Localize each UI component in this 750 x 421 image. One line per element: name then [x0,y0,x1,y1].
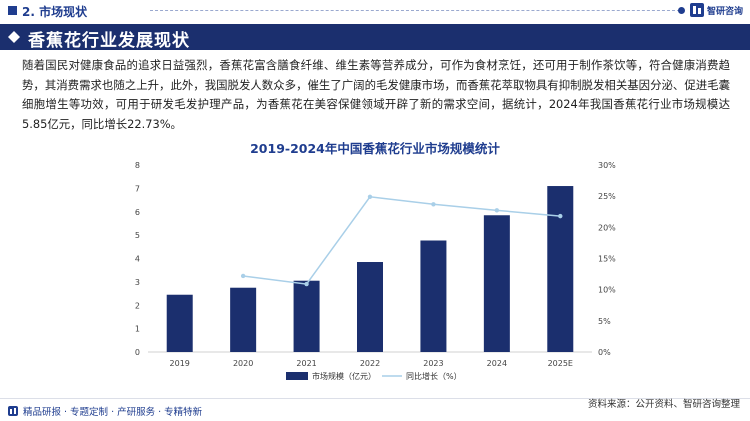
brand-name: 智研咨询 [707,6,744,17]
bar [357,262,383,352]
source-note: 资料来源：公开资料、智研咨询整理 [588,396,740,410]
y-right-tick-label: 25% [598,192,616,201]
chart-title: 2019-2024年中国香蕉花行业市场规模统计 [250,141,500,156]
section-marker-icon [8,6,17,15]
footer-divider [0,398,750,399]
x-tick-label: 2025E [548,359,573,368]
growth-point [367,194,373,199]
x-tick-label: 2020 [233,359,253,368]
y-left-tick-label: 7 [135,184,140,193]
growth-point [431,202,436,207]
body-paragraph: 随着国民对健康食品的追求日益强烈，香蕉花富含膳食纤维、维生素等营养成分，可作为食… [22,58,730,131]
bar [483,215,510,352]
y-right-tick-label: 5% [598,317,611,326]
y-left-tick-label: 2 [135,301,140,310]
market-size-chart: 0 1 2 3 4 5 6 7 8 0% 5% 10% 15% 20% 25% 30% 2019 2020 2021… [135,161,616,381]
legend-line-label: 同比增长（%） [406,371,462,381]
bar [230,287,257,352]
diamond-bullet-icon [8,31,20,43]
growth-point [558,213,563,219]
growth-point [304,281,309,287]
x-tick-label: 2023 [423,359,443,368]
y-left-tick-label: 3 [135,278,140,287]
divider-dot-icon [678,7,685,14]
section-label: 2. 市场现状 [22,5,88,19]
bar [166,294,193,352]
y-left-tick-label: 5 [135,231,140,240]
top-bar: 2. 市场现状 智研咨询 [0,0,750,22]
growth-line [243,195,561,285]
header-divider [150,10,680,11]
x-tick-label: 2021 [296,359,316,368]
y-left-tick-label: 6 [135,208,140,217]
y-left-tick-label: 0 [135,348,140,357]
title-banner: 香蕉花行业发展现状 [0,24,750,51]
source-text: 资料来源：公开资料、智研咨询整理 [587,399,740,410]
x-tick-label: 2022 [360,359,380,368]
bar [293,280,320,352]
brand-logo[interactable]: 智研咨询 [690,3,743,17]
bar [547,186,574,352]
y-right-tick-label: 0% [598,348,611,357]
bar [420,240,447,352]
y-left-tick-label: 1 [135,325,140,334]
x-tick-label: 2019 [170,359,190,368]
growth-point [494,208,500,213]
y-left-tick-label: 8 [135,161,140,170]
footer-services-text: 精品研报 · 专题定制 · 产研服务 · 专精特新 [23,407,203,418]
brand-logo-icon [690,3,704,17]
footer-logo-icon [8,406,18,416]
y-left-tick-label: 4 [135,255,140,264]
page-title: 香蕉花行业发展现状 [28,31,190,51]
y-right-tick-label: 20% [598,223,616,232]
footer-services: 精品研报 · 专题定制 · 产研服务 · 专精特新 [8,404,202,418]
y-right-tick-label: 30% [598,161,616,170]
growth-point [240,273,246,279]
x-tick-label: 2024 [487,359,507,368]
y-right-tick-label: 10% [598,286,616,295]
y-right-tick-label: 15% [598,255,616,264]
legend-bar-swatch [286,372,308,380]
legend-bar-label: 市场规模（亿元） [312,371,376,381]
